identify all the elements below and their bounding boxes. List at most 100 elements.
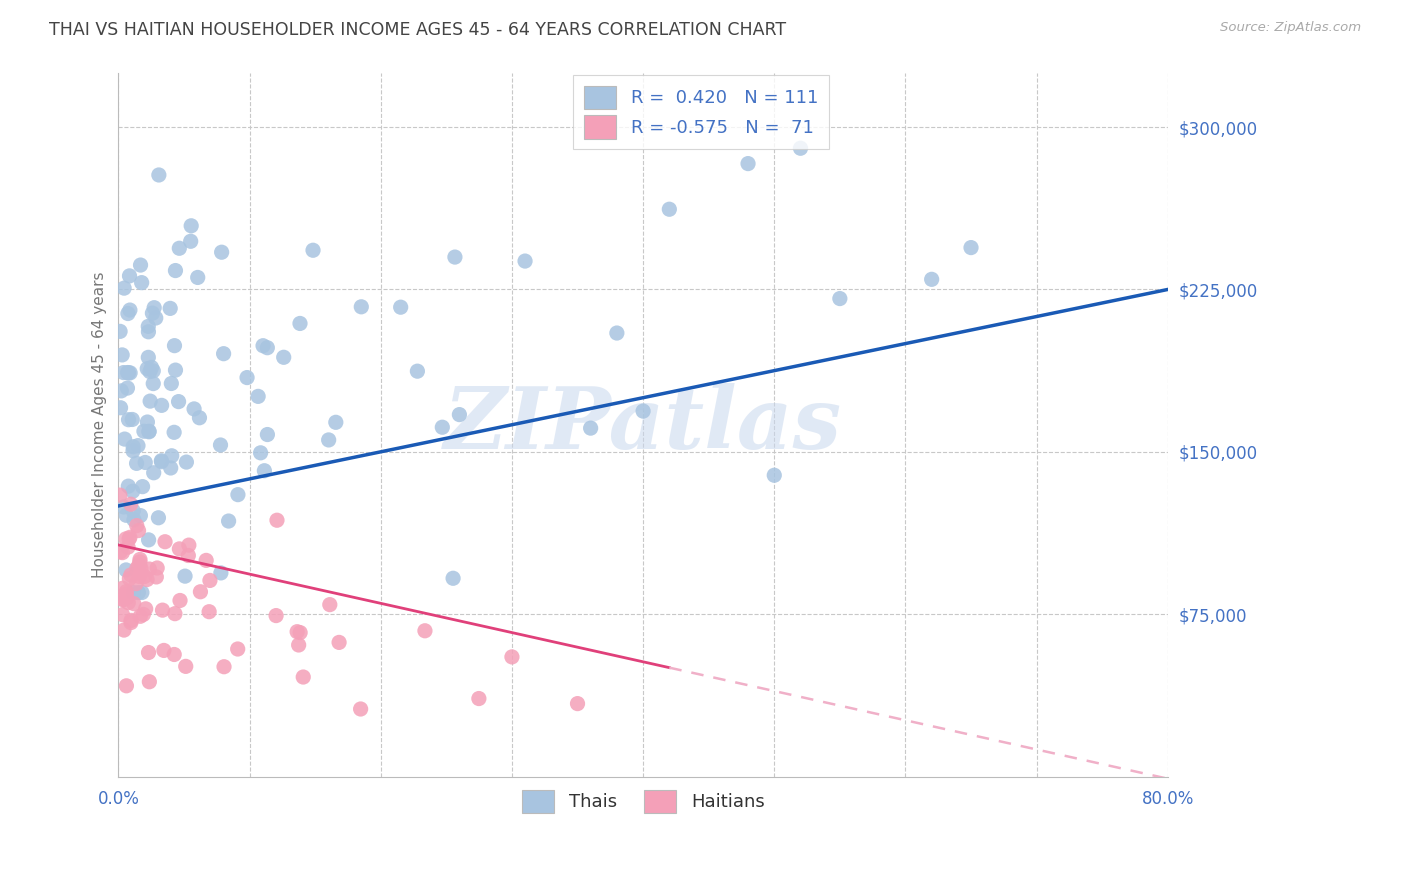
Point [432,420,454,434]
Text: THAI VS HAITIAN HOUSEHOLDER INCOME AGES 45 - 64 YEARS CORRELATION CHART: THAI VS HAITIAN HOUSEHOLDER INCOME AGES … [49,21,786,38]
Point [658,202,681,217]
Point [153,643,176,657]
Point [266,513,288,527]
Point [152,603,174,617]
Point [120,366,142,380]
Point [118,268,141,283]
Point [145,310,167,325]
Point [117,413,139,427]
Point [114,432,136,446]
Point [236,370,259,384]
Point [828,292,851,306]
Point [195,553,218,567]
Point [226,488,249,502]
Point [176,455,198,469]
Point [319,598,342,612]
Point [921,272,943,286]
Point [165,263,187,277]
Point [177,538,200,552]
Point [328,635,350,649]
Point [150,455,173,469]
Point [389,300,412,314]
Point [142,466,165,480]
Point [115,587,138,601]
Point [150,398,173,412]
Point [136,361,159,376]
Point [142,376,165,391]
Point [139,365,162,379]
Point [122,504,145,518]
Point [132,607,155,622]
Point [209,566,232,580]
Point [163,339,186,353]
Point [136,319,159,334]
Point [125,576,148,591]
Point [288,317,311,331]
Point [288,625,311,640]
Point [318,433,340,447]
Point [180,219,202,233]
Point [148,510,170,524]
Point [112,500,135,514]
Point [256,427,278,442]
Point [190,584,212,599]
Point [117,306,139,320]
Point [128,558,150,573]
Point [606,326,628,340]
Point [148,168,170,182]
Point [118,530,141,544]
Y-axis label: Householder Income Ages 45 - 64 years: Householder Income Ages 45 - 64 years [93,271,107,578]
Point [169,241,191,255]
Point [350,300,373,314]
Point [160,376,183,391]
Point [134,569,156,583]
Point [187,270,209,285]
Point [218,514,240,528]
Point [163,607,186,621]
Point [122,597,145,611]
Point [111,546,134,560]
Point [441,571,464,585]
Point [198,605,221,619]
Point [108,488,131,502]
Point [159,301,181,316]
Point [117,366,139,380]
Point [273,351,295,365]
Point [118,532,141,546]
Point [120,614,142,628]
Point [127,439,149,453]
Point [108,324,131,338]
Point [406,364,429,378]
Point [122,585,145,599]
Point [468,691,491,706]
Point [413,624,436,638]
Point [163,648,186,662]
Text: Source: ZipAtlas.com: Source: ZipAtlas.com [1220,21,1361,34]
Point [110,545,132,559]
Point [631,404,654,418]
Point [138,425,160,439]
Point [115,532,138,546]
Point [136,351,159,365]
Point [122,440,145,454]
Point [120,497,142,511]
Point [125,518,148,533]
Point [960,241,983,255]
Point [117,366,139,380]
Point [129,508,152,523]
Point [110,401,132,415]
Point [134,455,156,469]
Point [118,572,141,586]
Point [115,584,138,599]
Point [212,347,235,361]
Point [285,624,308,639]
Point [115,563,138,577]
Point [139,394,162,409]
Point [160,449,183,463]
Point [112,281,135,295]
Point [128,555,150,569]
Point [141,306,163,320]
Point [115,679,138,693]
Point [177,549,200,563]
Point [138,533,160,547]
